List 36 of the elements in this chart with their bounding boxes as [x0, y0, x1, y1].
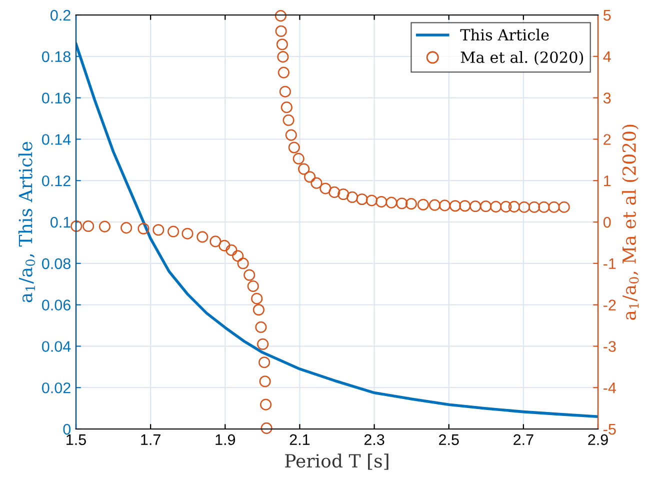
x-tick-label: 2.7 — [514, 434, 534, 445]
y2-tick-label: 4 — [603, 51, 611, 62]
y2-tick-label: 2 — [604, 134, 611, 145]
y2-tick-label: -1 — [604, 258, 616, 269]
y-tick-label: 0.12 — [42, 175, 70, 186]
y2-tick-label: -4 — [604, 382, 616, 394]
y-axis-title: a$_{1}$/a$_{0}$, This Article — [18, 142, 36, 302]
y-tick-label: 0.16 — [42, 92, 70, 104]
y2-tick-label: -2 — [604, 300, 616, 310]
legend-label: This Article — [460, 28, 549, 41]
y-tick-label: 0 — [63, 424, 71, 435]
y2-tick-label: -5 — [604, 424, 616, 435]
y2-tick-label: 1 — [604, 176, 611, 186]
x-tick-label: 2.9 — [588, 434, 608, 446]
y-tick-label: 0.04 — [42, 341, 71, 352]
x-tick-label: 2.1 — [290, 434, 310, 445]
x-axis-title: Period T [s] — [285, 454, 388, 470]
y-tick-label: 0.1 — [50, 216, 70, 228]
y-tick-label: 0.06 — [42, 300, 70, 310]
x-tick-label: 1.9 — [216, 434, 236, 446]
y-tick-label: 0.02 — [42, 382, 70, 394]
legend-label: Ma et al. (2020) — [460, 51, 584, 66]
y-tick-label: 0.2 — [50, 10, 70, 21]
x-tick-label: 1.7 — [141, 434, 160, 445]
y2-tick-label: 3 — [603, 92, 611, 104]
x-tick-label: 2.5 — [439, 434, 459, 446]
y2-axis-title: a$_{1}$/a$_{0}$, Ma et al (2020) — [622, 124, 639, 320]
y2-tick-label: 5 — [603, 10, 611, 21]
x-tick-label: 2.3 — [364, 434, 384, 446]
y-tick-label: 0.08 — [42, 258, 70, 270]
y-tick-label: 0.18 — [42, 51, 70, 62]
y2-tick-label: 0 — [603, 216, 611, 228]
x-tick-label: 1.5 — [66, 434, 86, 446]
y-tick-label: 0.14 — [42, 134, 71, 145]
line-series — [76, 42, 598, 418]
y2-tick-label: -3 — [604, 341, 616, 352]
